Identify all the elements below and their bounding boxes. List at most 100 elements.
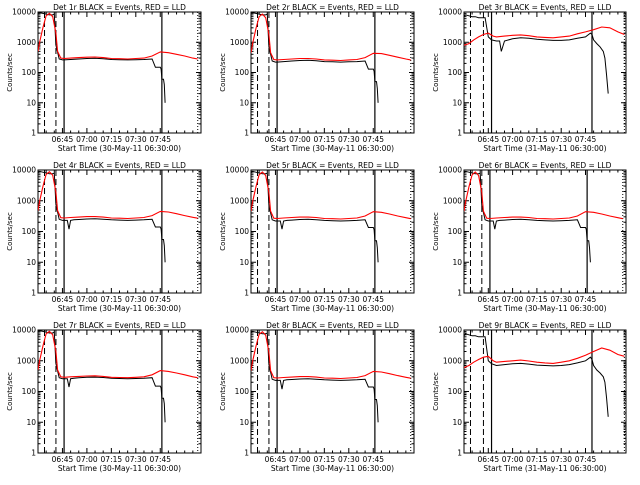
detector-panel: Det 2r BLACK = Events, RED = LLD 1 10 100 10… [219,3,415,153]
x-tick-label: 07:45 [362,135,384,144]
lld-series-line [251,330,411,380]
y-tick-label: 1 [31,449,36,458]
plot-frame [250,11,415,134]
x-axis-label: Start Time (31-May-11 06:30:00) [483,464,606,473]
x-axis-label: Start Time (30-May-11 06:30:00) [271,144,394,153]
events-series-line [38,12,166,103]
plot-frame [463,169,627,294]
y-tick-label: 1000 [17,356,36,365]
x-tick-label: 07:45 [575,295,597,304]
events-series-line [464,170,591,263]
x-tick-label: 07:45 [362,455,384,464]
x-tick-label: 07:45 [149,455,171,464]
detector-panel: Det 7r BLACK = Events, RED = LLD 1 10 100 10… [6,321,202,473]
series-group [251,12,411,103]
y-tick-label: 10000 [12,326,36,335]
detector-panel: Det 5r BLACK = Events, RED = LLD 1 10 100 10… [219,161,415,313]
y-tick-label: 10000 [12,166,36,175]
series-group [251,170,411,263]
y-tick-label: 1 [457,449,462,458]
x-tick-label: 07:00 [76,455,98,464]
lld-series-line [464,171,623,220]
y-tick-label: 1 [457,129,462,138]
series-group [464,170,623,263]
lld-series-line [251,171,411,220]
plot-frame [37,11,202,134]
x-tick-label: 07:30 [550,455,572,464]
lld-series-line [464,26,625,46]
panel-title: Det 1r BLACK = Events, RED = LLD [53,3,186,12]
x-tick-label: 06:45 [265,295,287,304]
y-tick-label: 1 [31,289,36,298]
x-tick-label: 07:15 [314,135,336,144]
y-tick-label: 10 [26,98,36,107]
series-group [251,330,411,423]
y-tick-label: 10000 [438,166,462,175]
x-tick-label: 07:00 [289,135,311,144]
events-series-line [464,333,609,417]
y-tick-label: 100 [22,68,37,77]
x-axis-label: Start Time (30-May-11 06:30:00) [58,304,181,313]
detector-panel: Det 4r BLACK = Events, RED = LLD 1 10 100 10… [6,161,202,313]
x-tick-label: 06:45 [477,135,499,144]
y-tick-label: 1000 [230,196,249,205]
y-tick-label: 10000 [225,326,249,335]
y-tick-label: 10000 [438,8,462,17]
detector-panel: Det 1r BLACK = Events, RED = LLD 1 10 100 10… [6,3,202,153]
y-tick-label: 1000 [17,196,36,205]
detector-panel: Det 8r BLACK = Events, RED = LLD 1 10 100 10… [219,321,415,473]
y-tick-label: 10000 [225,8,249,17]
y-tick-label: 1000 [443,38,462,47]
x-axis-label: Start Time (30-May-11 06:30:00) [271,464,394,473]
events-series-line [251,12,379,103]
x-tick-label: 06:45 [265,135,287,144]
x-tick-label: 07:15 [526,135,548,144]
y-tick-label: 1000 [17,38,36,47]
x-axis-label: Start Time (30-May-11 06:30:00) [58,144,181,153]
detector-panel: Det 6r BLACK = Events, RED = LLD 1 10 100 10… [432,161,627,313]
x-tick-label: 07:15 [101,295,123,304]
panel-title: Det 6r BLACK = Events, RED = LLD [479,161,612,170]
plot-frame [37,169,202,294]
x-tick-label: 07:30 [125,455,147,464]
y-axis-label: Counts/sec [219,53,227,92]
y-tick-label: 10 [26,258,36,267]
y-tick-label: 10000 [225,166,249,175]
x-tick-label: 07:15 [526,455,548,464]
lld-series-line [38,330,198,379]
series-group [464,333,625,417]
x-tick-label: 07:30 [338,135,360,144]
x-tick-label: 07:30 [125,135,147,144]
x-tick-label: 07:00 [502,295,524,304]
events-series-line [38,330,166,423]
x-tick-label: 07:00 [76,135,98,144]
panel-title: Det 3r BLACK = Events, RED = LLD [479,3,612,12]
x-tick-label: 07:00 [289,295,311,304]
y-axis-label: Counts/sec [219,372,227,411]
detector-panel: Det 9r BLACK = Events, RED = LLD 1 10 100 10… [432,321,627,473]
y-tick-label: 10000 [438,326,462,335]
panel-title: Det 2r BLACK = Events, RED = LLD [266,3,399,12]
events-series-line [251,330,379,423]
series-group [464,14,625,94]
y-tick-label: 100 [235,387,250,396]
x-axis-label: Start Time (31-May-11 06:30:00) [483,144,606,153]
y-tick-label: 1 [457,289,462,298]
y-tick-label: 1000 [230,356,249,365]
panel-title: Det 5r BLACK = Events, RED = LLD [266,161,399,170]
y-tick-label: 1 [244,449,249,458]
y-axis-label: Counts/sec [6,53,14,92]
panel-title: Det 7r BLACK = Events, RED = LLD [53,321,186,330]
plot-frame [463,11,627,134]
plot-frame [250,169,415,294]
events-series-line [38,170,166,263]
x-tick-label: 06:45 [52,455,74,464]
x-tick-label: 07:15 [526,295,548,304]
x-tick-label: 07:45 [149,135,171,144]
panel-title: Det 4r BLACK = Events, RED = LLD [53,161,186,170]
y-tick-label: 10 [239,418,249,427]
y-tick-label: 1 [31,129,36,138]
y-tick-label: 10000 [12,8,36,17]
